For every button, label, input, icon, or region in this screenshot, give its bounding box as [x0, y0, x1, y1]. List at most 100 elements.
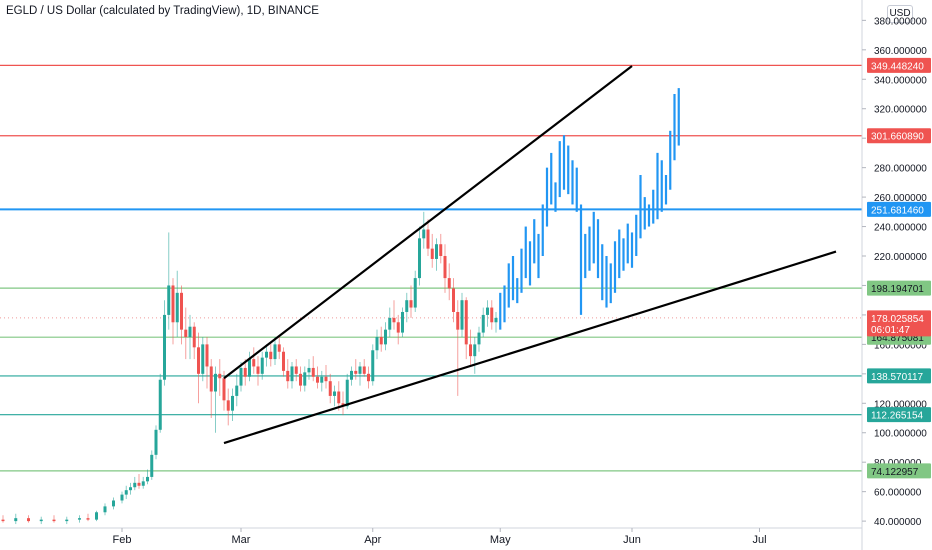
- currency-button[interactable]: USD: [887, 5, 913, 23]
- candle-body: [265, 351, 268, 358]
- candle-body: [333, 391, 336, 396]
- candle-body: [435, 244, 438, 259]
- candle-body: [260, 357, 264, 374]
- candle-body: [294, 366, 298, 374]
- candle-body: [154, 429, 158, 455]
- candle-body: [197, 347, 200, 374]
- candle-body: [95, 512, 98, 520]
- candle-body: [328, 381, 332, 396]
- candle-body: [324, 376, 328, 382]
- candle-body: [137, 482, 141, 486]
- y-tick-label: 40.000000: [874, 517, 922, 528]
- candle-body: [14, 518, 18, 522]
- price-level-tag-label: 74.122957: [871, 467, 919, 478]
- candle-body: [418, 238, 421, 279]
- candle-body: [282, 351, 285, 371]
- y-tick-label: 220.000000: [874, 252, 927, 263]
- candle-body: [401, 311, 404, 333]
- candle-body: [371, 350, 375, 382]
- candle-body: [388, 317, 392, 330]
- y-tick-label: 280.000000: [874, 164, 927, 175]
- x-tick-label: Mar: [232, 534, 251, 546]
- candle-body: [447, 278, 451, 289]
- price-level-tag-label: 164.875081: [871, 333, 924, 344]
- candle-body: [205, 344, 209, 367]
- y-tick-label: 120.000000: [874, 399, 927, 410]
- price-level-tag: [867, 368, 931, 384]
- candle-body: [209, 366, 213, 392]
- price-level-tag: [867, 128, 931, 144]
- candle-body: [133, 482, 137, 488]
- candle-body: [277, 344, 281, 352]
- price-level-tag-label: 198.194701: [871, 284, 924, 295]
- candle-body: [350, 370, 353, 380]
- y-tick-label: 100.000000: [874, 429, 927, 440]
- candle-body: [486, 307, 489, 315]
- candle-body: [490, 307, 494, 323]
- candle-body: [52, 519, 56, 522]
- candle-body: [367, 373, 370, 382]
- price-level-tag: [867, 407, 931, 423]
- candle-body: [430, 248, 434, 259]
- price-level-tag-label: 349.448240: [871, 61, 924, 72]
- price-level-tag: [867, 201, 931, 217]
- x-tick-label: May: [490, 534, 511, 546]
- y-tick-label: 380.000000: [874, 16, 927, 27]
- candle-body: [316, 376, 319, 383]
- countdown-label: 06:01:47: [871, 325, 910, 336]
- candle-body: [464, 300, 468, 345]
- candle-body: [358, 366, 362, 374]
- candle-body: [188, 326, 192, 338]
- candle-body: [150, 454, 154, 477]
- candle-body: [243, 367, 247, 377]
- candle-body: [384, 329, 387, 345]
- trendline: [223, 250, 837, 445]
- candle-body: [141, 481, 145, 486]
- candle-body: [290, 366, 294, 382]
- price-level-tag-label: 138.570117: [871, 372, 924, 383]
- candle-body: [354, 370, 358, 374]
- candle-body: [473, 344, 477, 357]
- candle-body: [273, 344, 277, 360]
- candle-body: [469, 344, 472, 357]
- price-tags: 349.448240 301.660890 251.681460 198.194701…: [867, 57, 931, 479]
- candle-body: [27, 518, 30, 522]
- candle-body: [218, 373, 222, 379]
- candle-body: [235, 385, 239, 396]
- candle-body: [481, 314, 485, 333]
- candle-body: [112, 500, 115, 507]
- candle-body: [214, 373, 217, 392]
- candle-body: [103, 506, 107, 513]
- candle-body: [146, 476, 149, 482]
- price-level-tag-label: 301.660890: [871, 132, 924, 143]
- y-tick-label: 160.000000: [874, 340, 927, 351]
- candle-body: [439, 244, 443, 257]
- candle-body: [337, 391, 341, 404]
- x-tick-label: Jun: [623, 534, 641, 546]
- candle-body: [222, 378, 226, 401]
- candle-body: [167, 285, 171, 315]
- candle-body: [231, 395, 234, 411]
- candle-body: [1, 519, 5, 522]
- candle-body: [192, 326, 196, 348]
- candle-body: [345, 379, 349, 407]
- candle-body: [456, 311, 460, 330]
- x-tick-label: Jul: [752, 534, 766, 546]
- candle-body: [180, 292, 183, 330]
- candle-body: [286, 370, 290, 382]
- price-level-tag: [867, 463, 931, 479]
- candle-body: [65, 519, 69, 522]
- time-axis[interactable]: Feb Mar Apr May Jun Jul: [0, 527, 862, 546]
- candle-body: [129, 487, 132, 491]
- candle-body: [405, 300, 409, 312]
- price-level-tag: [867, 57, 931, 73]
- y-tick-label: 240.000000: [874, 223, 927, 234]
- projection-bars: [499, 88, 680, 330]
- candle-body: [201, 344, 205, 374]
- candle-body: [158, 379, 162, 430]
- candle-body: [494, 317, 498, 323]
- candle-body: [413, 278, 417, 308]
- candle-body: [422, 229, 426, 239]
- chart-title: EGLD / US Dollar (calculated by TradingV…: [6, 5, 319, 17]
